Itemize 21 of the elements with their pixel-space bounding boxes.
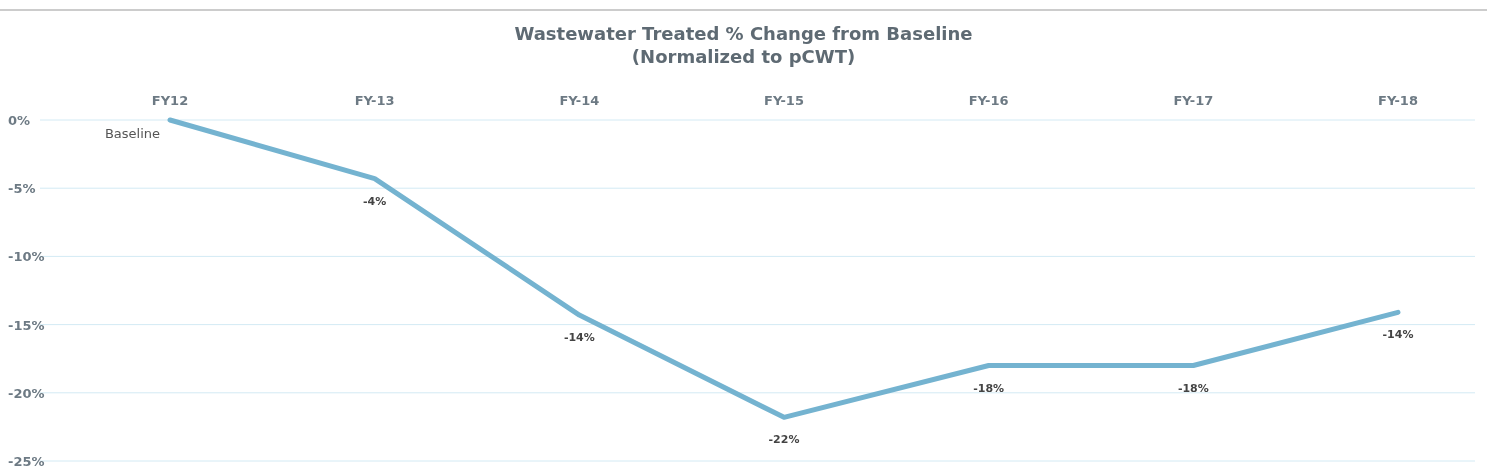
y-tick-label: 0%: [8, 113, 31, 128]
data-label: Baseline: [104, 126, 160, 141]
data-label: -14%: [1382, 328, 1414, 342]
x-tick-label: FY-15: [764, 93, 804, 108]
data-label: -14%: [563, 331, 595, 345]
data-label: -18%: [1177, 381, 1209, 395]
x-tick-label: FY-16: [968, 93, 1009, 108]
data-label: -4%: [363, 194, 387, 208]
data-label: -18%: [973, 381, 1005, 395]
y-tick-label: -15%: [8, 317, 45, 333]
x-tick-label: FY-17: [1173, 93, 1214, 108]
data-label: -22%: [768, 433, 800, 447]
y-tick-label: -10%: [8, 249, 45, 265]
y-tick-label: -20%: [8, 385, 45, 401]
chart-title: Wastewater Treated % Change from Baseline (Normalized to pCWT): [514, 23, 973, 67]
x-tick-label: FY12: [151, 93, 189, 108]
x-tick-label: FY-14: [559, 93, 600, 108]
y-tick-label: -5%: [8, 181, 36, 197]
x-tick-label: FY-18: [1378, 93, 1418, 108]
y-tick-label: -25%: [8, 454, 45, 467]
x-tick-label: FY-13: [354, 93, 395, 108]
